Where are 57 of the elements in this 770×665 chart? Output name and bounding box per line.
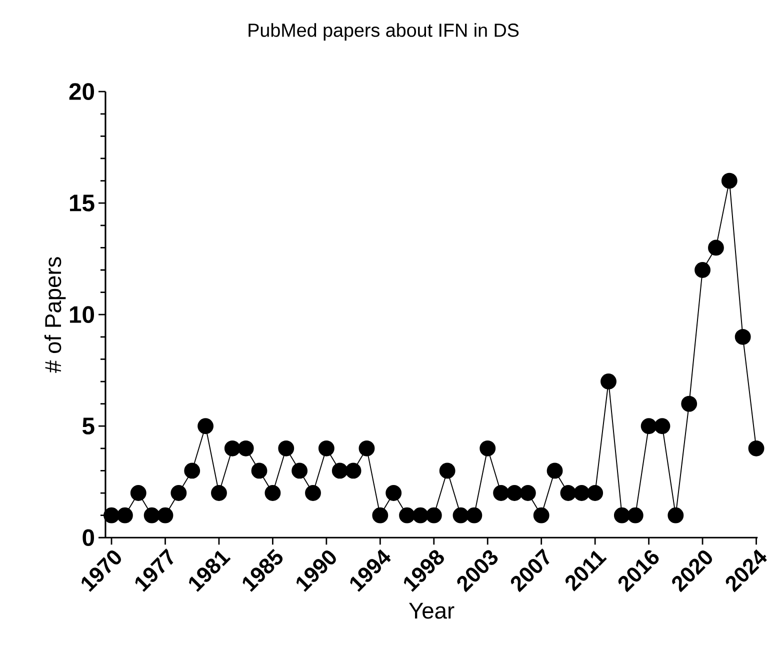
point	[560, 485, 576, 501]
point	[640, 418, 657, 434]
point	[480, 440, 496, 456]
point	[748, 440, 764, 456]
point	[627, 507, 644, 524]
point	[345, 462, 362, 479]
point	[493, 485, 510, 501]
point	[654, 418, 670, 434]
point	[157, 507, 174, 524]
y-tick-label: 15	[70, 194, 94, 212]
point	[681, 396, 698, 412]
point	[292, 462, 308, 479]
point	[238, 440, 254, 456]
point	[198, 418, 214, 434]
point	[587, 485, 604, 501]
point	[224, 440, 240, 456]
point	[278, 440, 294, 456]
x-axis-title: Year	[408, 602, 454, 619]
y-tick-label: 20	[69, 83, 94, 100]
point	[439, 462, 456, 479]
chart-title: PubMed papers about IFN in DS	[248, 23, 519, 41]
point	[452, 507, 469, 524]
point	[506, 485, 522, 501]
y-tick-label: 5	[82, 418, 94, 434]
point	[734, 328, 751, 345]
point	[211, 485, 227, 501]
point	[466, 507, 482, 524]
point	[426, 507, 442, 524]
point	[574, 485, 590, 501]
y-tick-label: 0	[82, 529, 94, 546]
point	[184, 462, 200, 479]
y-axis-title: # of Papers	[44, 257, 66, 373]
point	[708, 240, 724, 256]
point	[318, 440, 334, 456]
point	[399, 507, 415, 524]
point	[358, 440, 375, 456]
point	[116, 507, 133, 524]
point	[305, 485, 321, 501]
point	[533, 507, 550, 524]
point	[144, 507, 160, 524]
point	[668, 507, 684, 524]
point	[614, 507, 630, 524]
point	[264, 485, 281, 501]
point	[546, 462, 563, 479]
point	[386, 485, 402, 501]
point	[412, 507, 428, 524]
point	[251, 462, 268, 479]
point	[600, 374, 616, 390]
point	[130, 485, 146, 501]
point	[104, 507, 120, 524]
point	[721, 172, 738, 189]
point	[372, 507, 388, 524]
point	[170, 485, 187, 501]
point	[332, 462, 348, 479]
y-tick-label: 10	[70, 306, 94, 323]
point	[520, 485, 536, 501]
point	[694, 262, 710, 278]
